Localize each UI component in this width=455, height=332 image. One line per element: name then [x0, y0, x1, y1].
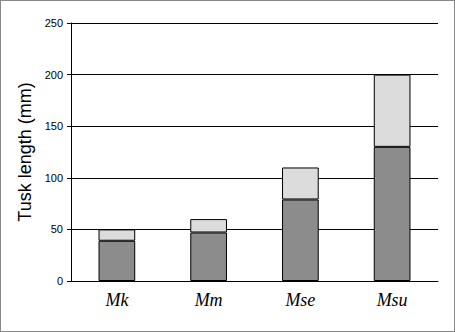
svg-text:50: 50	[51, 223, 63, 235]
svg-text:250: 250	[45, 17, 63, 29]
svg-text:Mse: Mse	[284, 290, 315, 310]
svg-text:Tusk length (mm): Tusk length (mm)	[15, 82, 35, 221]
svg-text:200: 200	[45, 69, 63, 81]
svg-text:Msu: Msu	[376, 290, 408, 310]
svg-text:100: 100	[45, 172, 63, 184]
svg-text:Mm: Mm	[194, 290, 223, 310]
svg-text:0: 0	[57, 275, 63, 287]
svg-text:150: 150	[45, 120, 63, 132]
svg-text:Mk: Mk	[104, 290, 129, 310]
